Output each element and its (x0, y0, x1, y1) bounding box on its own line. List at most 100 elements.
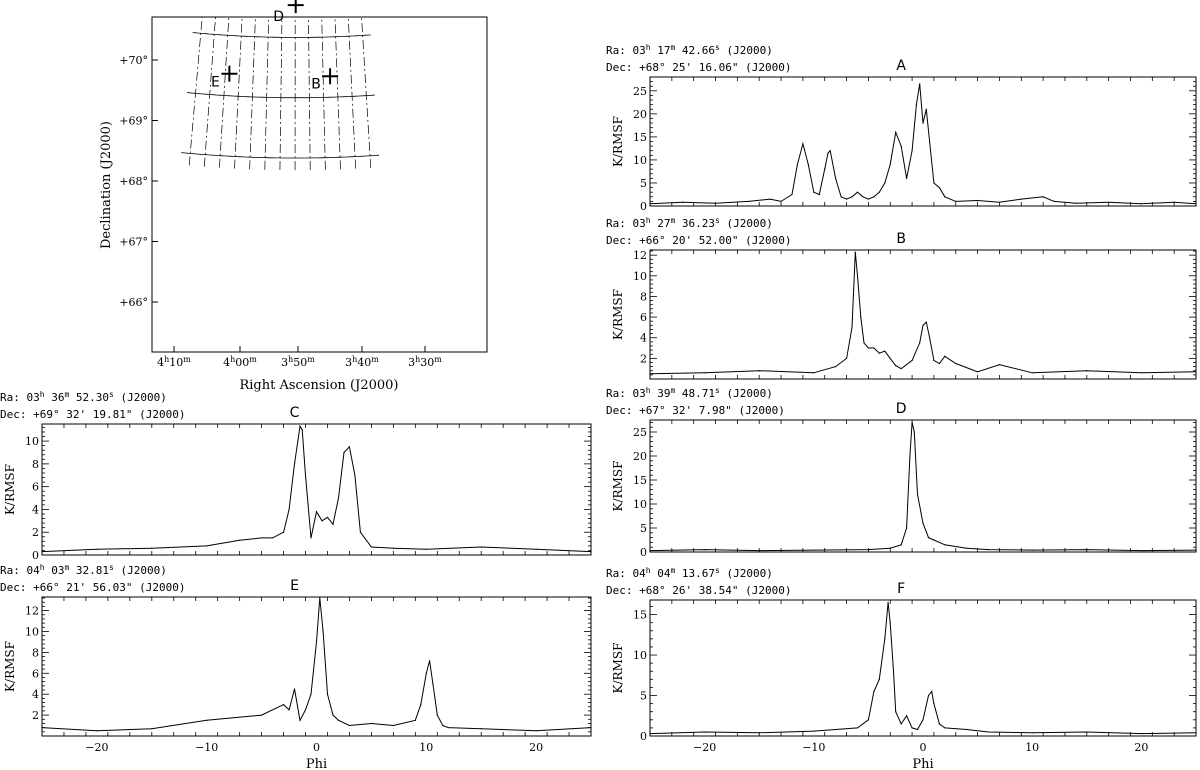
data-point (895, 131, 897, 133)
x-tick-label: −20 (693, 741, 716, 754)
data-point (310, 693, 312, 695)
map-frame (151, 16, 488, 353)
data-point (282, 704, 285, 706)
data-point (922, 324, 924, 326)
data-point (535, 548, 537, 550)
data-point (873, 196, 875, 198)
ra-gridline (234, 17, 243, 169)
data-point (414, 719, 416, 721)
ra-h-unit: h (646, 216, 651, 225)
data-point (938, 362, 940, 365)
ra-tick-hours: 3 (281, 356, 288, 369)
y-tick-label: 6 (640, 311, 647, 324)
data-point (151, 547, 153, 549)
ra-coordinate: Ra: 04h 03m 32.81s (J2000) (0, 563, 167, 577)
y-axis-label: K/RMSF (611, 289, 625, 340)
data-point (704, 731, 706, 733)
data-point (884, 350, 886, 352)
y-tick-label: 10 (633, 154, 647, 167)
data-point (447, 727, 449, 729)
map-x-axis-label: Right Ascension (J2000) (239, 378, 398, 393)
data-point (927, 694, 930, 697)
x-tick-label: −20 (85, 741, 108, 754)
y-tick-label: 6 (32, 481, 39, 494)
x-tick-label: −10 (195, 741, 218, 754)
data-point (293, 688, 296, 690)
ra-minutes: 03 (45, 564, 65, 577)
data-point (955, 200, 957, 202)
dec-value: +68° 26' 38.54" (639, 584, 738, 597)
y-axis-label: K/RMSF (611, 116, 625, 167)
data-point (1195, 732, 1197, 734)
x-tick-label: 0 (920, 741, 927, 754)
data-point (873, 347, 875, 349)
ra-tick-minutes: 00 (235, 356, 249, 369)
data-point (933, 703, 935, 705)
data-point (332, 714, 334, 716)
panel-frame (649, 76, 1197, 207)
dec-prefix: Dec: (0, 408, 33, 421)
ra-tick-minutes: 50 (293, 356, 307, 369)
dec-frame: (J2000) (738, 61, 791, 74)
data-point (867, 719, 870, 721)
ra-minutes: 36 (45, 391, 65, 404)
spectrum-panel-f: Ra: 04h 04m 13.67s (J2000)Dec: +68° 26' … (606, 566, 1197, 770)
dec-tick-label: +66° (119, 296, 148, 309)
data-point (862, 196, 864, 198)
ra-frame: (J2000) (720, 387, 773, 400)
source-label: E (211, 75, 220, 91)
ra-tick-h-unit: h (288, 355, 293, 364)
ra-frame: (J2000) (720, 44, 773, 57)
y-axis-label: K/RMSF (3, 464, 17, 515)
ra-frame: (J2000) (114, 391, 167, 404)
data-point (867, 549, 870, 551)
ra-tick-minutes: 10 (169, 356, 183, 369)
dec-value: +67° 32' 7.98" (639, 404, 732, 417)
data-point (649, 203, 651, 205)
y-tick-label: 20 (633, 108, 647, 121)
data-point (337, 719, 340, 721)
y-tick-label: 4 (640, 332, 647, 345)
data-point (425, 548, 427, 550)
data-point (1140, 732, 1142, 735)
data-point (860, 316, 862, 318)
y-tick-label: 0 (32, 549, 39, 562)
data-point (1140, 372, 1142, 374)
ra-prefix: Ra: (606, 567, 633, 580)
data-point (856, 191, 859, 193)
data-point (813, 730, 815, 732)
data-point (884, 182, 886, 184)
data-point (1020, 198, 1022, 200)
ra-prefix: Ra: (606, 217, 633, 230)
data-point (827, 152, 829, 154)
data-point (840, 196, 842, 198)
data-point (895, 711, 897, 713)
source-marker-e: E (211, 65, 238, 91)
data-point (348, 446, 351, 448)
y-tick-label: 10 (633, 270, 647, 283)
y-tick-label: 8 (32, 646, 39, 659)
ra-tick-h-unit: h (230, 355, 235, 364)
x-tick-label: −10 (802, 741, 825, 754)
dec-coordinate: Dec: +68° 26' 38.54" (J2000) (606, 584, 791, 597)
ra-gridline (361, 17, 372, 168)
ra-tick-hours: 3 (408, 356, 415, 369)
data-point (915, 104, 918, 106)
data-point (288, 508, 290, 511)
data-point (845, 198, 848, 200)
ra-m-unit: m (670, 566, 675, 575)
ra-m-unit: m (670, 216, 675, 225)
data-point (824, 168, 826, 170)
ra-coordinate: Ra: 03h 17m 42.66s (J2000) (606, 43, 773, 57)
ra-seconds: 36.23 (675, 217, 715, 230)
x-tick-label: 20 (529, 741, 543, 754)
dec-value: +66° 21' 56.03" (33, 581, 132, 594)
y-tick-label: 4 (32, 503, 39, 516)
spectrum-line (649, 252, 1197, 375)
data-point (928, 337, 931, 339)
ra-seconds: 32.81 (69, 564, 109, 577)
ra-gridline (264, 17, 270, 170)
data-point (206, 545, 208, 547)
data-point (813, 372, 815, 374)
data-point (442, 724, 444, 727)
